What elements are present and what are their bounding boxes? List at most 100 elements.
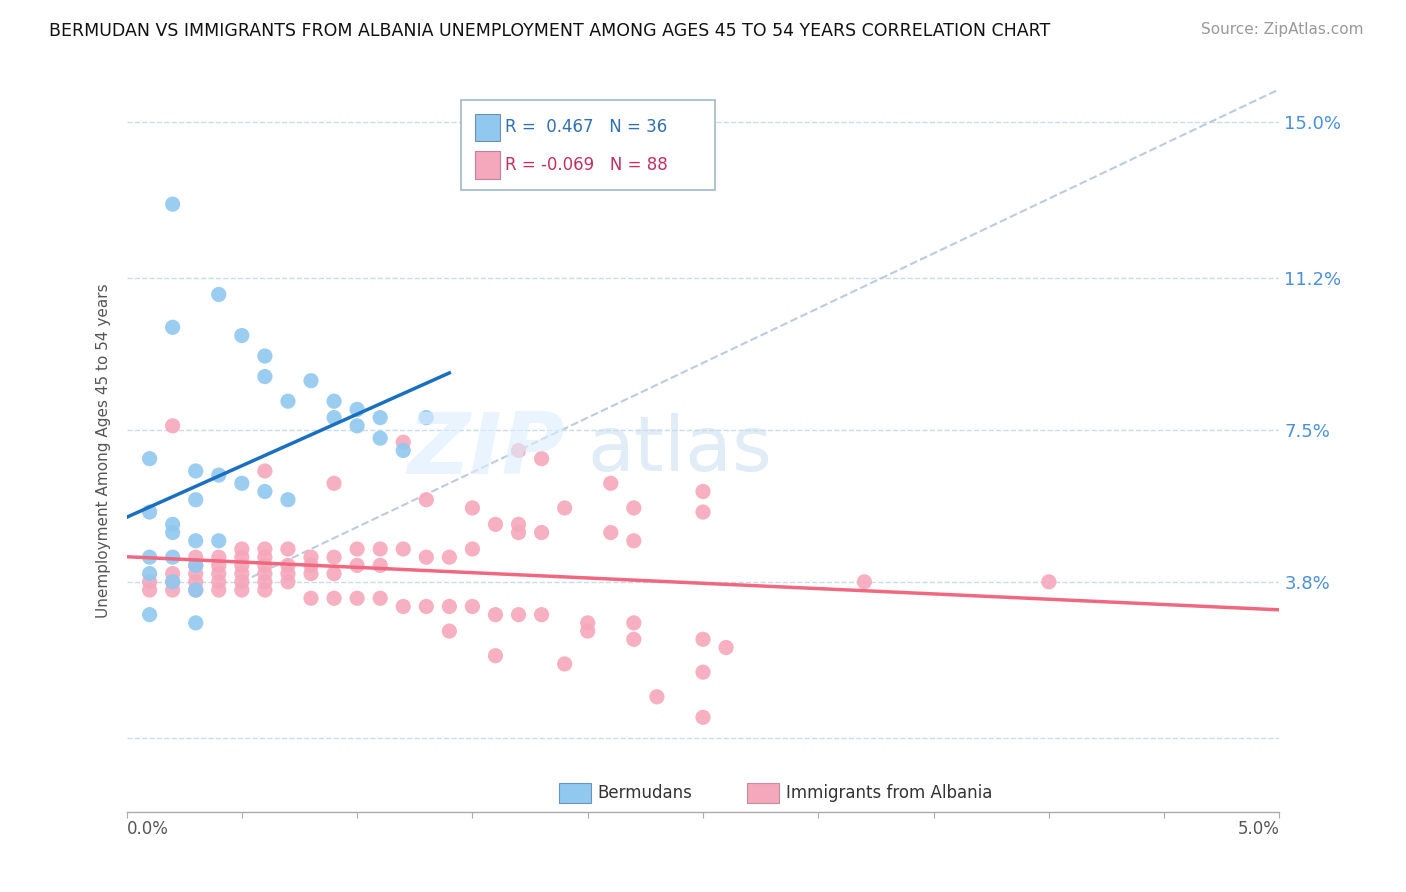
Point xyxy=(184,492,207,507)
Point xyxy=(277,541,299,556)
Point xyxy=(623,533,645,548)
Point xyxy=(253,550,276,565)
Point xyxy=(392,435,415,450)
Point xyxy=(692,484,714,499)
Point xyxy=(439,599,461,614)
Point xyxy=(231,582,253,597)
Point xyxy=(415,410,437,425)
Point xyxy=(299,558,322,573)
Point xyxy=(714,640,737,655)
Point xyxy=(231,476,253,491)
Point xyxy=(277,558,299,573)
Point xyxy=(138,566,160,581)
Point xyxy=(162,320,184,334)
Text: 5.0%: 5.0% xyxy=(1237,820,1279,838)
Point xyxy=(162,574,184,589)
Point xyxy=(368,410,391,425)
Point xyxy=(208,287,231,301)
Point xyxy=(323,410,346,425)
Point xyxy=(253,558,276,573)
Point xyxy=(392,443,415,458)
Point xyxy=(184,615,207,630)
Text: atlas: atlas xyxy=(588,414,772,487)
Point xyxy=(162,574,184,589)
Point xyxy=(184,566,207,581)
Point xyxy=(253,349,276,363)
Point xyxy=(323,566,346,581)
Text: R = -0.069   N = 88: R = -0.069 N = 88 xyxy=(505,156,668,174)
Text: Bermudans: Bermudans xyxy=(598,784,692,802)
Point xyxy=(162,566,184,581)
Point xyxy=(692,632,714,647)
Point xyxy=(623,615,645,630)
Point xyxy=(253,541,276,556)
Point xyxy=(208,468,231,483)
Point xyxy=(231,558,253,573)
Point xyxy=(599,476,621,491)
Point xyxy=(184,558,207,573)
Point xyxy=(415,492,437,507)
Text: 0.0%: 0.0% xyxy=(127,820,169,838)
Point xyxy=(439,550,461,565)
Point xyxy=(323,591,346,606)
Point xyxy=(484,648,506,663)
Point xyxy=(299,566,322,581)
Point xyxy=(208,574,231,589)
Bar xyxy=(475,152,501,178)
Point xyxy=(692,710,714,724)
Point xyxy=(323,476,346,491)
Point xyxy=(692,505,714,519)
Point xyxy=(554,657,576,671)
Point xyxy=(530,451,553,466)
Point xyxy=(554,500,576,515)
Point xyxy=(277,574,299,589)
Point xyxy=(392,541,415,556)
Point xyxy=(461,500,484,515)
Point xyxy=(623,632,645,647)
Point xyxy=(346,591,368,606)
Point xyxy=(623,500,645,515)
Point xyxy=(208,582,231,597)
FancyBboxPatch shape xyxy=(461,100,714,190)
Text: ZIP: ZIP xyxy=(406,409,565,492)
Text: Immigrants from Albania: Immigrants from Albania xyxy=(786,784,993,802)
Point xyxy=(162,550,184,565)
Point xyxy=(323,394,346,409)
Point xyxy=(415,550,437,565)
Point xyxy=(184,574,207,589)
Point xyxy=(253,464,276,478)
Point xyxy=(162,517,184,532)
Point xyxy=(277,492,299,507)
Point xyxy=(415,599,437,614)
Point xyxy=(853,574,876,589)
Point xyxy=(184,582,207,597)
Point xyxy=(277,566,299,581)
Point xyxy=(484,517,506,532)
Point xyxy=(138,451,160,466)
Point xyxy=(599,525,621,540)
Point xyxy=(368,541,391,556)
Point xyxy=(162,582,184,597)
Point xyxy=(184,550,207,565)
Point xyxy=(508,525,530,540)
Point xyxy=(208,558,231,573)
Point xyxy=(253,566,276,581)
Point xyxy=(439,624,461,639)
Point xyxy=(576,624,599,639)
Point xyxy=(461,541,484,556)
Bar xyxy=(560,783,591,803)
Point xyxy=(138,607,160,622)
Point xyxy=(368,558,391,573)
Point xyxy=(346,402,368,417)
Point xyxy=(508,517,530,532)
Point xyxy=(162,197,184,211)
Bar xyxy=(475,114,501,141)
Point xyxy=(368,431,391,445)
Point xyxy=(530,525,553,540)
Point xyxy=(184,533,207,548)
Point xyxy=(368,591,391,606)
Point xyxy=(231,328,253,343)
Point xyxy=(508,443,530,458)
Point xyxy=(346,541,368,556)
Point xyxy=(162,418,184,433)
